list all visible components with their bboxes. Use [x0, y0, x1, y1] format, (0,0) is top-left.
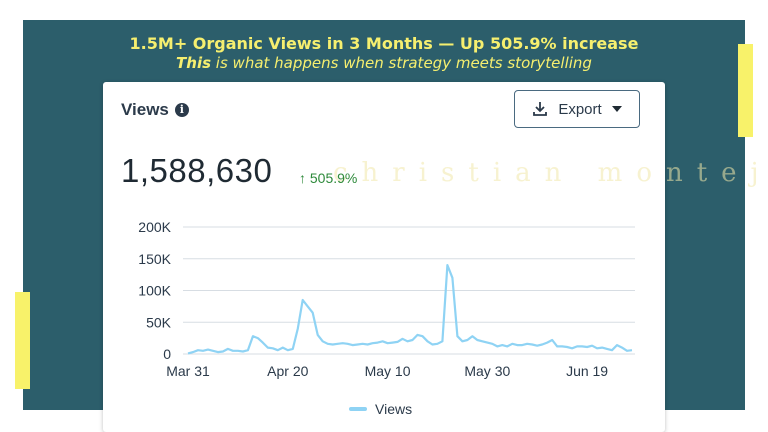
export-label: Export [558, 100, 602, 118]
up-arrow-icon: ↑ [299, 170, 306, 186]
card-title-label: Views [121, 100, 169, 119]
accent-bar-right [738, 44, 753, 137]
headline: 1.5M+ Organic Views in 3 Months — Up 505… [129, 34, 639, 53]
x-tick-label: May 10 [365, 363, 411, 379]
legend-swatch [349, 407, 367, 411]
download-icon [533, 102, 548, 116]
y-tick-label: 200K [138, 219, 171, 235]
x-tick-label: Jun 19 [566, 363, 608, 379]
caret-down-icon [611, 106, 622, 112]
export-button[interactable]: Export [514, 90, 640, 128]
legend-label: Views [375, 401, 413, 417]
subline: This is what happens when strategy meets… [23, 54, 745, 73]
x-tick-label: Apr 20 [267, 363, 308, 379]
card-title: Views i [121, 100, 189, 120]
subline-emphasis: This [176, 54, 212, 72]
chart-legend[interactable]: Views [349, 401, 412, 417]
y-tick-label: 0 [163, 346, 171, 362]
y-tick-label: 100K [138, 283, 171, 299]
views-card: Views i Export christian montejo 1,588,6… [103, 82, 768, 432]
watermark: christian montejo [333, 158, 768, 188]
x-tick-label: Mar 31 [166, 363, 210, 379]
y-tick-label: 150K [138, 251, 171, 267]
y-tick-label: 50K [146, 314, 172, 330]
views-chart: 0 50K 100K 150K 200K Mar 31 Apr 20 May 10 May 30… [138, 219, 635, 379]
total-views: 1,588,630 [121, 152, 273, 189]
delta-badge: ↑ 505.9% [299, 170, 357, 186]
x-tick-label: May 30 [464, 363, 510, 379]
views-series-line [187, 264, 633, 355]
accent-bar-left [15, 292, 30, 389]
delta-value: 505.9% [309, 170, 358, 186]
info-icon[interactable]: i [174, 103, 189, 117]
subline-text: is what happens when strategy meets stor… [211, 54, 592, 72]
